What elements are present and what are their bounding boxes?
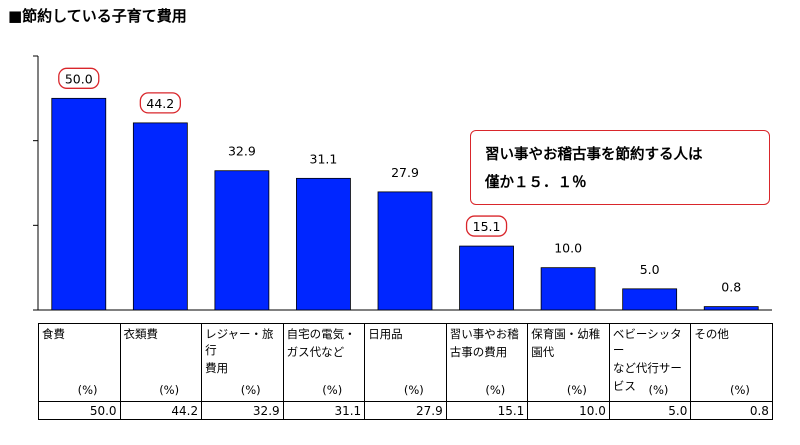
unit-label: (%)	[648, 383, 669, 397]
bar	[459, 245, 514, 311]
bar	[377, 191, 433, 311]
value-cell: 32.9	[201, 401, 284, 420]
category-row: 食費 (%) 衣類費 (%) レジャー・旅行 費用 (%) 自宅の電気・ ガス代など (%) 日用品…	[38, 323, 773, 402]
category-label: ガス代など	[286, 345, 345, 359]
value-cell: 0.8	[690, 401, 773, 420]
value-label: 0.8	[721, 280, 741, 295]
category-cell: 日用品 (%)	[364, 323, 447, 402]
category-label: その他	[694, 327, 729, 341]
value-label: 5.0	[640, 262, 660, 277]
value-cell: 5.0	[608, 401, 692, 420]
value-label: 10.0	[554, 241, 582, 256]
value-label-highlight	[465, 215, 508, 237]
value-cell: 31.1	[282, 401, 366, 420]
category-label: 食費	[42, 327, 65, 341]
category-label: 衣類費	[123, 327, 159, 341]
category-cell: 衣類費 (%)	[119, 323, 203, 402]
value-label-highlight	[139, 92, 181, 114]
value-label: 32.9	[228, 144, 256, 159]
callout-line-1: 習い事やお稽古事を節約する人は	[485, 147, 703, 163]
unit-label: (%)	[485, 383, 506, 397]
category-cell: 自宅の電気・ ガス代など (%)	[282, 323, 366, 402]
bar	[296, 177, 351, 311]
category-cell: その他 (%)	[690, 323, 773, 402]
value-cell: 10.0	[527, 401, 610, 420]
category-label: 習い事やお稽	[449, 327, 519, 341]
bar	[132, 122, 188, 311]
annotation-callout: 習い事やお稽古事を節約する人は 僅か１５．１％	[470, 130, 770, 205]
category-label: レジャー・旅行	[205, 327, 274, 357]
unit-label: (%)	[403, 383, 424, 397]
bar	[622, 288, 678, 311]
category-cell: 保育園・幼稚 園代 (%)	[527, 323, 610, 402]
value-labels: 50.0 44.2 32.9 31.1 27.9 15.1 10.0 5.0 0.8	[58, 67, 741, 295]
bar-series	[51, 97, 759, 311]
value-label: 27.9	[391, 165, 419, 180]
value-cell: 27.9	[364, 401, 447, 420]
category-label: 保育園・幼稚	[531, 327, 601, 341]
category-cell: 食費 (%)	[38, 323, 121, 402]
category-label: 古事の費用	[449, 345, 508, 359]
data-table: 食費 (%) 衣類費 (%) レジャー・旅行 費用 (%) 自宅の電気・ ガス代など (%) 日用品…	[38, 323, 773, 420]
unit-label: (%)	[159, 383, 180, 397]
category-label: 日用品	[368, 327, 403, 341]
unit-label: (%)	[566, 383, 587, 397]
category-label: 園代	[531, 345, 555, 359]
unit-label: (%)	[730, 383, 750, 397]
bar	[51, 97, 107, 311]
value-cell: 50.0	[38, 401, 121, 420]
callout-line-2: 僅か１５．１％	[485, 175, 587, 191]
category-cell: ベビーシッターなど代行サー ビス (%)	[608, 323, 692, 402]
unit-label: (%)	[322, 383, 343, 397]
bar	[703, 306, 759, 311]
chart-title: ■節約している子育て費用	[8, 7, 187, 25]
bar	[214, 170, 270, 311]
bar	[540, 267, 596, 311]
category-label: ビス	[612, 379, 636, 393]
value-cell: 44.2	[119, 401, 203, 420]
unit-label: (%)	[240, 383, 261, 397]
category-label: 費用	[205, 361, 229, 375]
category-label: ベビーシッター	[612, 327, 682, 357]
unit-label: (%)	[77, 383, 98, 397]
category-label: など代行サー	[612, 361, 682, 375]
category-label: 自宅の電気・	[286, 327, 356, 341]
value-label: 44.2	[146, 96, 174, 111]
value-label: 15.1	[473, 219, 501, 234]
category-cell: レジャー・旅行費用 (%)	[201, 323, 284, 402]
value-row: 50.0 44.2 32.9 31.1 27.9 15.1 10.0 5.0 0.8	[38, 401, 773, 420]
value-label: 31.1	[310, 151, 338, 166]
value-label: 50.0	[65, 71, 93, 86]
value-label-highlight	[58, 67, 100, 89]
bar-chart: 50.0 44.2 32.9 31.1 27.9 15.1 10.0 5.0 0.8	[33, 55, 772, 311]
value-cell: 15.1	[445, 401, 529, 420]
category-cell: 習い事やお稽 古事の費用 (%)	[445, 323, 529, 402]
